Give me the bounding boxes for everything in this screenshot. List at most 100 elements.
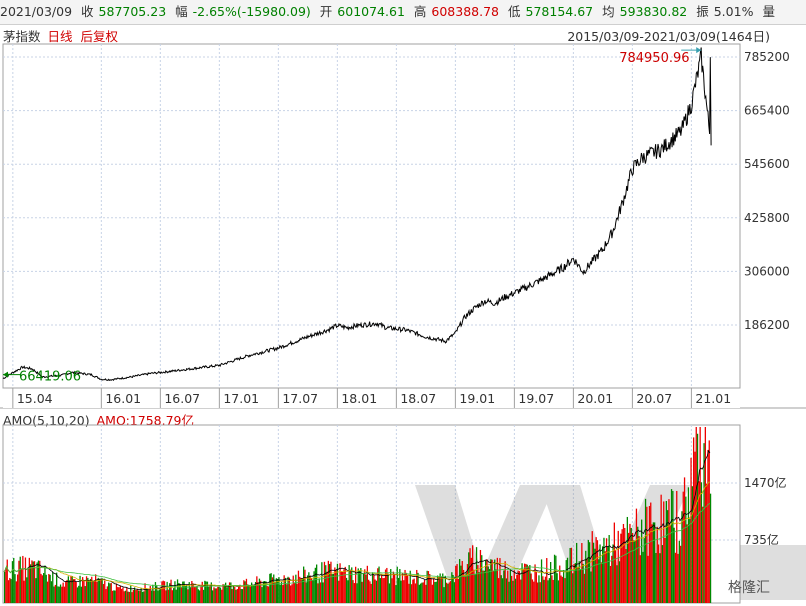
volume-bar — [474, 574, 476, 603]
volume-bar — [297, 570, 300, 603]
volume-bar — [167, 589, 170, 603]
volume-bar — [695, 427, 697, 603]
adjust-label[interactable]: 后复权 — [80, 29, 119, 44]
volume-bar — [115, 583, 118, 603]
volume-ma-lines — [3, 449, 711, 591]
volume-bar — [698, 481, 700, 603]
volume-bar — [409, 570, 411, 603]
volume-bar — [436, 575, 439, 603]
volume-bar — [405, 572, 407, 603]
volume-bar — [170, 579, 172, 603]
volume-bar — [403, 580, 405, 603]
amp-value: 5.01% — [713, 4, 754, 19]
volume-bar — [169, 583, 171, 603]
volume-bar — [36, 562, 38, 603]
volume-bar — [384, 569, 387, 603]
volume-bar — [665, 500, 667, 603]
index-name: 茅指数 — [3, 29, 41, 44]
volume-bar — [500, 575, 502, 603]
volume-bar — [569, 548, 571, 603]
volume-bar — [641, 519, 643, 603]
volume-bar — [156, 585, 158, 603]
high-value: 608388.78 — [431, 4, 500, 19]
annotation-layer: 784950.96 66419.06 — [3, 47, 702, 385]
volume-bar — [330, 561, 332, 603]
volume-bar — [686, 524, 688, 603]
volume-bar — [694, 451, 696, 603]
volume-bar — [109, 583, 111, 603]
volume-header: AMO(5,10,20) AMO:1758.79亿 — [3, 410, 194, 429]
volume-bar — [621, 529, 623, 603]
volume-bar — [44, 565, 46, 603]
volume-bar — [531, 579, 534, 603]
volume-bar — [494, 559, 496, 603]
volume-bar — [626, 516, 628, 603]
volume-bar — [369, 581, 371, 603]
volume-bar — [28, 557, 30, 603]
volume-bar — [648, 506, 651, 603]
volume-bar — [20, 568, 23, 603]
volume-bar — [637, 526, 639, 603]
volume-bar — [26, 577, 28, 603]
x-tick-label: 19.01 — [459, 391, 495, 406]
volume-bar — [468, 552, 470, 603]
amo-value: AMO:1758.79亿 — [96, 413, 194, 428]
volume-bar — [206, 581, 209, 603]
volume-bar — [417, 572, 419, 603]
volume-bar — [241, 589, 244, 603]
period-label[interactable]: 日线 — [47, 29, 73, 44]
volume-bar — [303, 566, 305, 603]
volume-bar — [609, 565, 612, 603]
volume-bar — [145, 588, 147, 603]
volume-bar — [63, 586, 66, 603]
volume-bar — [431, 584, 433, 603]
volume-bar — [455, 565, 457, 603]
volume-bar — [397, 577, 400, 603]
close-value: 587705.23 — [98, 4, 167, 19]
volume-bar — [309, 575, 311, 603]
date-range: 2015/03/09-2021/03/09(1464日) — [567, 29, 770, 44]
volume-bar — [143, 591, 145, 603]
volume-bar — [317, 583, 319, 603]
volume-bar — [683, 477, 686, 603]
volume-bar — [548, 578, 550, 603]
volume-bar — [296, 583, 298, 603]
volume-bar — [91, 576, 93, 603]
volume-bar — [378, 566, 380, 603]
volume-bar — [553, 554, 556, 603]
volume-bar — [53, 586, 55, 603]
x-tick-label: 19.07 — [518, 391, 554, 406]
volume-bar — [615, 550, 617, 603]
volume-bar — [524, 563, 526, 603]
volume-bar — [459, 559, 461, 603]
volume-bar — [579, 569, 582, 603]
volume-bar — [62, 582, 64, 603]
volume-bar — [137, 590, 140, 603]
volume-bar — [407, 575, 409, 603]
volume-bar — [43, 573, 45, 603]
volume-bar — [525, 564, 527, 603]
volume-bar — [105, 589, 107, 603]
volume-bar — [141, 591, 144, 603]
volume-bar — [252, 584, 254, 603]
volume-bar — [258, 578, 261, 603]
volume-bar — [373, 574, 375, 603]
volume-bar — [709, 493, 712, 603]
price-series-line — [2, 47, 712, 382]
volume-bar — [349, 569, 352, 603]
volume-bar — [599, 544, 601, 603]
volume-bar — [275, 578, 277, 603]
volume-bar — [492, 570, 495, 603]
volume-bar — [348, 565, 350, 603]
volume-bar — [491, 559, 493, 603]
volume-bar — [543, 579, 545, 603]
axis-layer: 186200 306000 425800 545600 665400 785200 735亿… — [3, 50, 790, 547]
volume-bar — [18, 560, 20, 603]
volume-bar — [61, 586, 63, 603]
volume-bar — [391, 578, 393, 603]
volume-bar — [180, 587, 183, 603]
volume-bar — [481, 555, 483, 603]
volume-bar — [118, 587, 120, 603]
volume-bar — [161, 581, 163, 603]
